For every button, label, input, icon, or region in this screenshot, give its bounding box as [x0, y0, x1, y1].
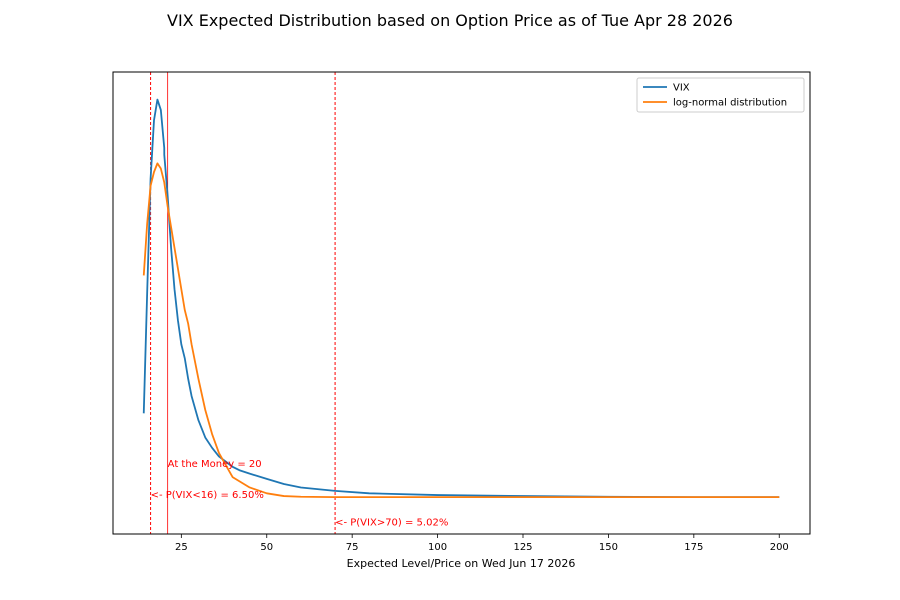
legend-label-vix: VIX — [673, 83, 690, 94]
x-tick-label: 50 — [260, 542, 273, 553]
legend-label-lognormal: log-normal distribution — [673, 98, 787, 109]
x-tick-label: 200 — [770, 542, 789, 553]
x-tick-label: 100 — [428, 542, 447, 553]
vertical-markers — [150, 72, 336, 534]
x-axis-ticks: 25 50 75 100 125 150 175 200 — [175, 534, 789, 553]
annotation-2: <- P(VIX>70) = 5.02% — [335, 517, 448, 528]
x-tick-label: 125 — [513, 542, 532, 553]
plot-area — [113, 72, 810, 534]
legend-box — [636, 77, 805, 113]
annotation-0: At the Money = 20 — [168, 459, 262, 470]
series-line-lognormal — [142, 162, 780, 499]
x-tick-label: 150 — [599, 542, 618, 553]
x-tick-label: 175 — [684, 542, 703, 553]
annotations: At the Money = 20 <- P(VIX<16) = 6.50% <- … — [151, 459, 449, 529]
legend: VIX log-normal distribution — [636, 77, 805, 113]
series-line-vix — [142, 98, 780, 499]
series-lines — [142, 98, 780, 499]
x-tick-label: 25 — [175, 542, 188, 553]
plot-frame — [112, 71, 811, 535]
x-tick-label: 75 — [346, 542, 359, 553]
annotation-1: <- P(VIX<16) = 6.50% — [151, 490, 264, 501]
x-axis-label: Expected Level/Price on Wed Jun 17 2026 — [347, 557, 576, 570]
chart-title: VIX Expected Distribution based on Optio… — [167, 11, 733, 30]
